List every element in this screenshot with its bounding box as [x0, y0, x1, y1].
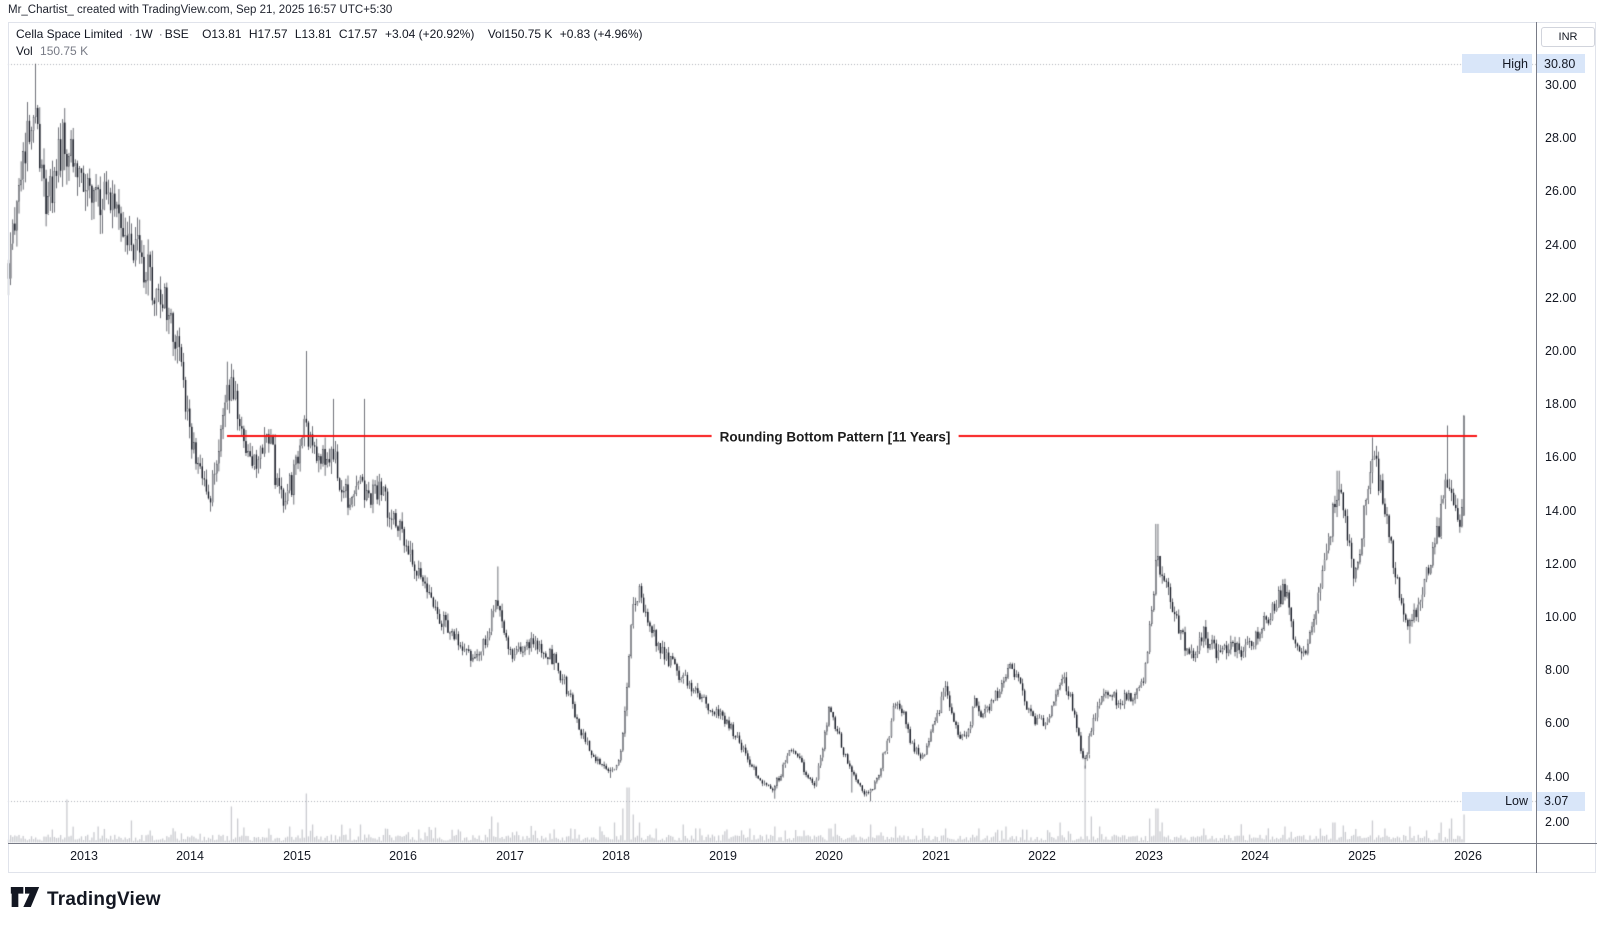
- year-tick-label: 2013: [70, 849, 98, 863]
- volume-inline: Vol150.75 K: [487, 27, 553, 41]
- interval-value: 1W: [134, 27, 153, 41]
- year-tick-label: 2020: [815, 849, 843, 863]
- price-tick-label: 6.00: [1545, 716, 1570, 731]
- year-tick-label: 2014: [176, 849, 204, 863]
- high-marker-value: 30.80: [1537, 54, 1585, 74]
- legend-separator: ·: [158, 27, 163, 41]
- price-tick-label: 20.00: [1545, 344, 1577, 358]
- price-tick-label: 10.00: [1545, 610, 1577, 624]
- price-change: +3.04 (+20.92%): [384, 27, 475, 41]
- price-tick-label: 16.00: [1545, 450, 1577, 465]
- price-tick-label: 14.00: [1545, 503, 1577, 518]
- price-tick-label: 30.00: [1545, 78, 1577, 92]
- year-tick-label: 2016: [389, 849, 417, 863]
- year-tick-label: 2022: [1028, 849, 1056, 863]
- ohlc-high: H17.57: [248, 27, 288, 41]
- chart-legend: Cella Space Limited · 1W · BSE O13.81 H17.57…: [16, 27, 647, 58]
- legend-separator: ·: [128, 27, 133, 41]
- year-tick-label: 2019: [709, 849, 737, 863]
- price-tick-label: 28.00: [1545, 131, 1577, 146]
- price-tick-label: 26.00: [1545, 184, 1577, 199]
- high-marker-label: High: [1462, 54, 1532, 74]
- ohlc-low: L13.81: [294, 27, 332, 41]
- tradingview-footer[interactable]: TradingView: [10, 886, 161, 913]
- low-marker-value: 3.07: [1537, 791, 1585, 811]
- year-tick-label: 2015: [283, 849, 311, 863]
- price-axis-separator: [1536, 22, 1537, 873]
- price-tick-label: 22.00: [1545, 290, 1577, 305]
- currency-button[interactable]: INR: [1541, 27, 1595, 47]
- price-tick-label: 24.00: [1545, 237, 1577, 252]
- year-tick-label: 2024: [1241, 849, 1269, 863]
- chart-frame: [8, 22, 1596, 873]
- vol-value: 150.75 K: [40, 44, 89, 58]
- symbol-name: Cella Space Limited: [16, 27, 123, 41]
- tradingview-logo-icon: [10, 886, 40, 913]
- vol-label: Vol: [16, 44, 33, 58]
- ohlc-open: O13.81: [202, 27, 242, 41]
- price-tick-label: 18.00: [1545, 397, 1577, 412]
- volume-change: +0.83 (+4.96%): [559, 27, 643, 41]
- tradingview-brand-text: TradingView: [47, 888, 161, 910]
- trendline-annotation-label[interactable]: Rounding Bottom Pattern [11 Years]: [711, 428, 959, 446]
- symbol-row: Cella Space Limited · 1W · BSE O13.81 H17.57…: [16, 27, 647, 41]
- low-marker-label: Low: [1462, 791, 1532, 811]
- ohlc-close: C17.57: [338, 27, 378, 41]
- year-tick-label: 2023: [1135, 849, 1163, 863]
- price-tick-label: 2.00: [1545, 815, 1570, 829]
- exchange-name: BSE: [164, 27, 189, 41]
- price-tick-label: 8.00: [1545, 663, 1570, 678]
- year-tick-label: 2018: [602, 849, 630, 863]
- year-tick-label: 2026: [1454, 849, 1482, 863]
- year-tick-label: 2025: [1348, 849, 1376, 863]
- price-tick-label: 12.00: [1545, 556, 1577, 571]
- year-tick-label: 2017: [496, 849, 524, 863]
- year-tick-label: 2021: [922, 849, 950, 863]
- volume-row: Vol 150.75 K: [16, 44, 647, 58]
- price-tick-label: 4.00: [1545, 769, 1570, 784]
- time-axis-line: [8, 843, 1597, 844]
